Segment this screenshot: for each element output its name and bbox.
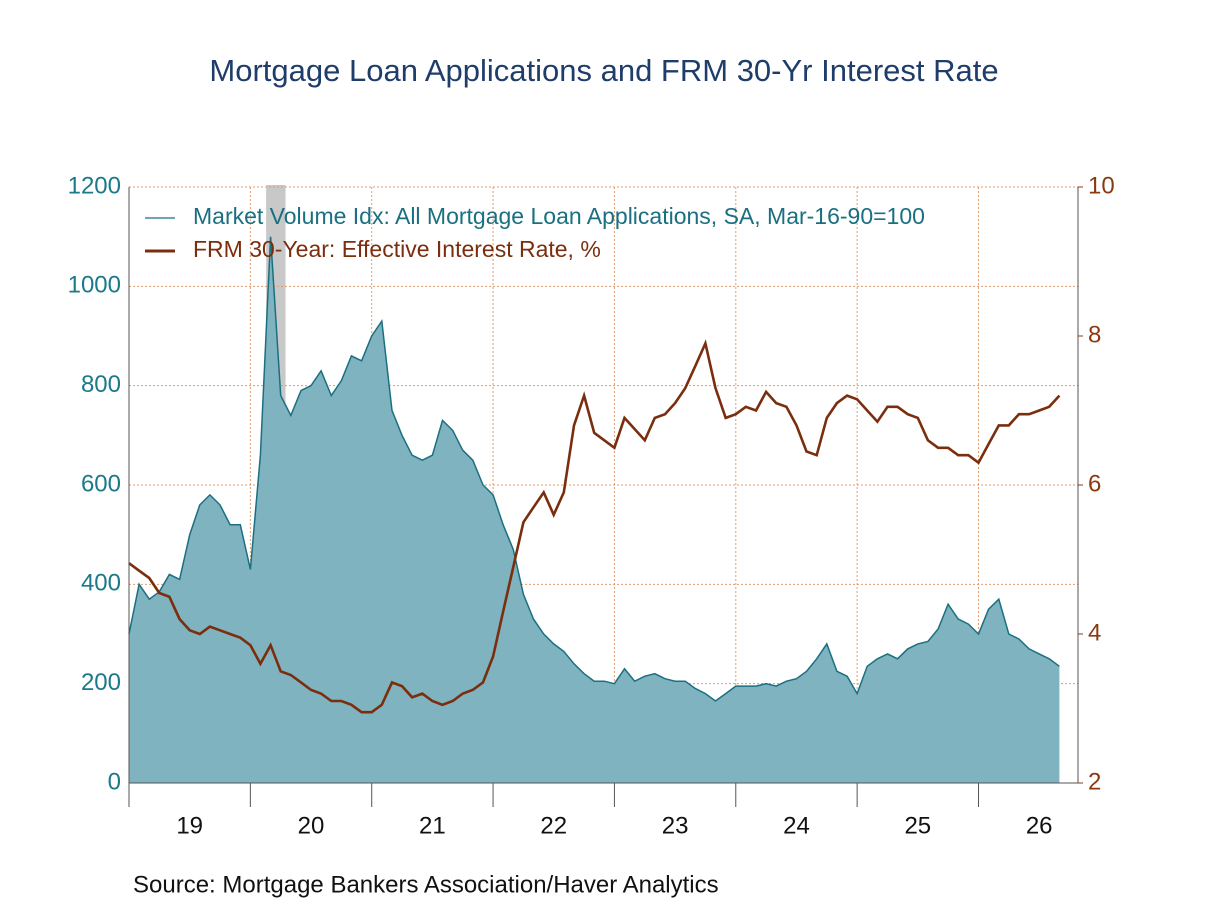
y2-tick-label: 4 bbox=[1088, 619, 1101, 646]
y-tick-label: 800 bbox=[81, 371, 121, 398]
x-tick-label: 19 bbox=[176, 812, 203, 839]
y-tick-label: 1200 bbox=[68, 172, 121, 199]
legend-label: FRM 30-Year: Effective Interest Rate, % bbox=[193, 236, 601, 262]
y2-tick-label: 10 bbox=[1088, 172, 1115, 199]
area bbox=[129, 236, 1060, 783]
chart-title: Mortgage Loan Applications and FRM 30-Yr… bbox=[209, 53, 998, 88]
y-tick-label: 600 bbox=[81, 470, 121, 497]
x-tick-label: 22 bbox=[540, 812, 567, 839]
y2-tick-label: 2 bbox=[1088, 768, 1101, 795]
x-tick-label: 25 bbox=[904, 812, 931, 839]
y2-tick-label: 6 bbox=[1088, 470, 1101, 497]
legend-label: Market Volume Idx: All Mortgage Loan App… bbox=[193, 203, 925, 229]
source-note: Source: Mortgage Bankers Association/Hav… bbox=[133, 871, 719, 898]
x-tick-label: 23 bbox=[662, 812, 689, 839]
y-tick-label: 400 bbox=[81, 570, 121, 597]
y-tick-label: 200 bbox=[81, 669, 121, 696]
x-tick-label: 24 bbox=[783, 812, 810, 839]
y-tick-label: 1000 bbox=[68, 272, 121, 299]
x-tick-label: 26 bbox=[1026, 812, 1053, 839]
y2-tick-label: 8 bbox=[1088, 321, 1101, 348]
area-outline bbox=[128, 236, 1060, 702]
x-tick-label: 21 bbox=[419, 812, 446, 839]
line bbox=[128, 339, 1061, 714]
x-tick-label: 20 bbox=[298, 812, 325, 839]
y-tick-label: 0 bbox=[108, 768, 121, 795]
